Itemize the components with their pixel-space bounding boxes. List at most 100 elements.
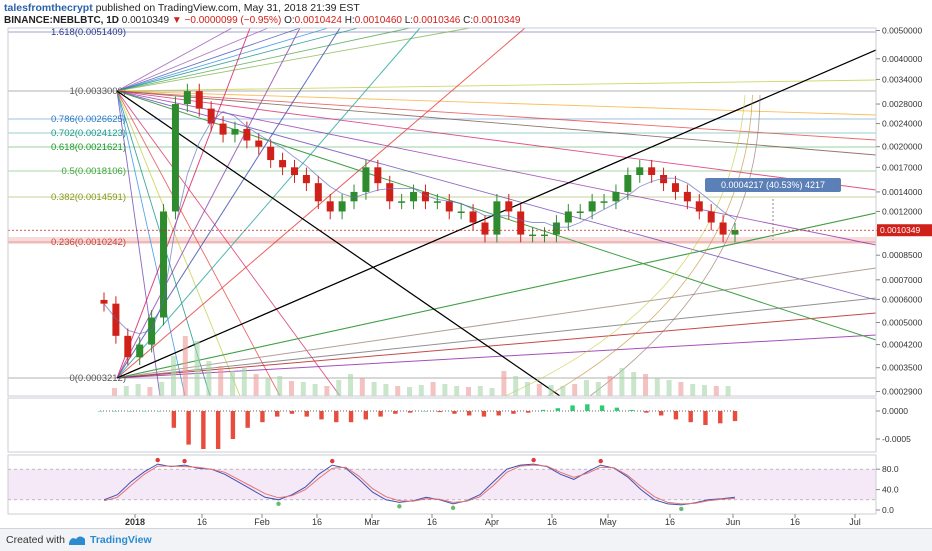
volume-bar xyxy=(560,386,566,396)
macd-histogram-bar xyxy=(481,411,487,417)
volume-bar xyxy=(666,380,672,396)
time-tick-label: Mar xyxy=(364,517,380,527)
tradingview-logo-icon[interactable] xyxy=(68,533,86,547)
candle-body xyxy=(148,317,156,345)
fib-arc xyxy=(547,94,753,397)
volume-bar xyxy=(348,374,353,396)
macd-histogram-bar xyxy=(703,411,708,425)
stoch-trough-dot xyxy=(276,501,281,506)
gann-fan-line xyxy=(116,27,233,92)
current-price-label: 0.0010349 xyxy=(880,225,920,235)
candle-body xyxy=(290,167,298,175)
candle-body xyxy=(195,91,203,109)
volume-bar xyxy=(218,366,224,396)
candle-body xyxy=(160,211,168,318)
close-value: 0.0010349 xyxy=(473,15,521,26)
candle-body xyxy=(136,344,144,358)
symbol-info: BINANCE:NEBLBTC, 1D 0.0010349 ▼ −0.00000… xyxy=(4,15,520,26)
fib-zone-band xyxy=(8,237,876,244)
low-value: 0.0010346 xyxy=(413,15,461,26)
price-tick-label: 0.0007000 xyxy=(882,275,922,285)
macd-histogram-bar xyxy=(688,411,693,423)
time-tick-label: 16 xyxy=(312,517,322,527)
gann-fan-line xyxy=(116,27,526,379)
macd-histogram-bar xyxy=(245,411,250,428)
gann-fan-line xyxy=(116,27,251,379)
chart-canvas[interactable]: 1.618(0.0051409) 1(0.0033000) 0.786(0.0026… xyxy=(0,0,932,528)
price-change: −0.0000099 (−0.95%) xyxy=(184,15,282,26)
macd-histogram-bar xyxy=(555,408,560,411)
volume-bar xyxy=(513,376,519,396)
candle-body xyxy=(100,299,108,304)
volume-bar xyxy=(112,388,117,396)
volume-bar xyxy=(536,384,542,396)
price-pane[interactable]: 1.618(0.0051409) 1(0.0033000) 0.786(0.0026… xyxy=(8,27,877,397)
volume-bar xyxy=(430,382,436,396)
fib-level-label: 0(0.0003212) xyxy=(69,373,126,384)
candle-body xyxy=(552,222,560,235)
gann-fan-line xyxy=(116,90,161,397)
stochastic-pane[interactable] xyxy=(8,457,876,512)
candle-body xyxy=(410,191,418,202)
gann-fan-line xyxy=(116,90,186,397)
candle-body xyxy=(267,146,275,161)
volume-bar xyxy=(324,386,330,396)
volume-bar xyxy=(371,382,377,396)
macd-histogram-bar xyxy=(156,411,162,412)
price-tick-label: 0.0028000 xyxy=(882,99,922,109)
high-label: H: xyxy=(344,15,355,26)
gann-fan-line xyxy=(116,27,471,92)
candle-body xyxy=(386,183,394,202)
candle-body xyxy=(279,160,287,168)
volume-bar xyxy=(300,382,306,396)
macd-histogram-bar xyxy=(348,411,354,423)
macd-pane-frame xyxy=(7,397,877,453)
axes: 0.00500000.00400000.00340000.00280000.00… xyxy=(7,26,932,527)
volume-bar xyxy=(182,336,188,396)
gann-fan-line xyxy=(116,267,877,379)
candle-body xyxy=(112,303,120,336)
fib-arc xyxy=(589,94,761,397)
macd-histogram-bar xyxy=(275,411,280,417)
macd-histogram-bar xyxy=(319,411,324,420)
gann-fan-line xyxy=(116,297,877,379)
high-value: 0.0010460 xyxy=(354,15,402,26)
time-tick-label: 16 xyxy=(427,517,437,527)
open-label: O: xyxy=(284,15,295,26)
stoch-tick-label: 80.0 xyxy=(882,464,899,474)
volume-bar xyxy=(253,374,259,396)
tradingview-brand[interactable]: TradingView xyxy=(90,534,152,546)
last-price: 0.0010349 xyxy=(121,15,170,26)
candle-body xyxy=(171,104,179,212)
candle-body xyxy=(576,211,584,213)
candle-body xyxy=(481,222,489,235)
volume-bar xyxy=(241,368,247,396)
candle-body xyxy=(695,201,703,212)
gann-fan-line xyxy=(116,27,301,92)
volume-bar xyxy=(654,378,660,396)
candle-body xyxy=(302,174,310,184)
macd-histogram-bar xyxy=(732,411,738,422)
gann-fan-line xyxy=(116,27,411,92)
candle-body xyxy=(707,211,715,223)
created-with-text: Created with xyxy=(6,534,65,546)
macd-histogram-bar xyxy=(496,411,501,416)
stoch-pane-frame xyxy=(7,454,877,515)
volume-bar xyxy=(418,385,424,396)
time-tick-label: Apr xyxy=(485,517,499,527)
macd-histogram-bar xyxy=(658,411,664,416)
macd-histogram-bar xyxy=(407,411,413,413)
candle-body xyxy=(398,201,406,203)
author-name[interactable]: talesfromthecrypt xyxy=(4,2,93,14)
candle-body xyxy=(671,183,679,192)
volume-bar xyxy=(336,380,342,396)
price-tick-label: 0.0002900 xyxy=(882,387,922,397)
volume-bar xyxy=(477,386,483,396)
fib-level-label: 1.618(0.0051409) xyxy=(51,27,126,38)
candle-body xyxy=(660,174,668,184)
candle-body xyxy=(326,201,334,212)
volume-bar xyxy=(690,384,696,396)
macd-pane[interactable] xyxy=(97,404,738,449)
candle-body xyxy=(600,201,608,203)
macd-histogram-bar xyxy=(215,411,221,449)
